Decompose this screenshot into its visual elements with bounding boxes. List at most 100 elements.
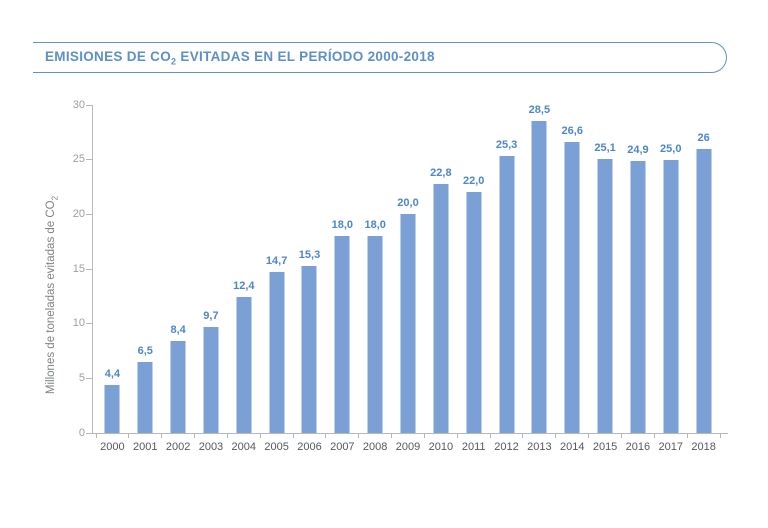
x-axis-tick xyxy=(489,434,491,438)
y-axis-tick xyxy=(86,323,92,325)
x-axis-tick xyxy=(588,434,590,438)
chart-title-banner: EMISIONES DE CO2 EVITADAS EN EL PERÍODO … xyxy=(33,42,727,73)
x-axis-tick xyxy=(686,434,688,438)
bar-value-label: 18,0 xyxy=(364,219,386,232)
y-axis-tick-label: 30 xyxy=(72,98,85,111)
y-axis-tick xyxy=(86,432,92,434)
bar-value-label: 6,5 xyxy=(137,344,153,357)
chart-title-part-after: EVITADAS EN EL PERÍODO 2000-2018 xyxy=(176,48,435,64)
y-axis-tick xyxy=(86,104,92,106)
x-axis-tick xyxy=(226,434,228,438)
x-axis-labels: 2000 2001 2002 2003 2004 2005 2006 2007 2008 2009… xyxy=(96,441,720,453)
x-axis-tick xyxy=(522,434,524,438)
plot-area xyxy=(92,105,728,434)
bar xyxy=(137,361,153,433)
x-axis-label: 2007 xyxy=(330,441,355,453)
bar-category: 26 xyxy=(687,105,720,433)
bar-category: 4,4 xyxy=(96,105,129,433)
bar-category: 18,0 xyxy=(326,105,359,433)
bar-category: 25,0 xyxy=(654,105,687,433)
x-axis-label: 2011 xyxy=(461,441,486,453)
bar xyxy=(696,148,712,433)
bar-category: 25,1 xyxy=(589,105,622,433)
x-axis-label: 2012 xyxy=(494,441,519,453)
bar-value-label: 4,4 xyxy=(104,367,121,380)
bar xyxy=(564,142,580,433)
bar xyxy=(269,272,285,433)
bar-category: 15,3 xyxy=(293,105,326,433)
bar-value-label: 25,0 xyxy=(660,142,682,155)
x-axis-label: 2003 xyxy=(198,441,224,453)
bar-value-label: 9,7 xyxy=(203,309,219,322)
bar-category: 9,7 xyxy=(195,105,228,433)
bar-value-label: 26 xyxy=(697,131,710,144)
bar-value-label: 24,9 xyxy=(627,143,649,156)
bar-category: 25,3 xyxy=(490,105,523,433)
bar-value-label: 18,0 xyxy=(331,219,354,232)
bar xyxy=(630,160,646,433)
bar-category: 6,5 xyxy=(129,105,162,433)
bar xyxy=(433,183,449,433)
x-axis-label: 2018 xyxy=(691,441,716,453)
x-axis-tick xyxy=(325,434,327,438)
bar xyxy=(531,121,547,433)
x-axis-tick xyxy=(653,434,655,438)
bar-value-label: 25,1 xyxy=(594,141,616,154)
bar xyxy=(499,156,515,433)
y-axis-tick-label: 15 xyxy=(72,262,85,275)
y-axis-tick-label: 0 xyxy=(78,426,85,439)
bar xyxy=(236,297,252,433)
x-axis-label: 2010 xyxy=(428,441,454,453)
x-axis-tick xyxy=(719,434,721,438)
bar xyxy=(334,236,350,433)
x-axis-label: 2005 xyxy=(264,441,289,453)
x-axis-label: 2016 xyxy=(625,441,651,453)
bar-value-label: 20,0 xyxy=(397,197,419,210)
bar-category: 12,4 xyxy=(227,105,260,433)
bar xyxy=(104,384,120,433)
bar-value-label: 12,4 xyxy=(233,280,255,293)
bar-value-label: 22,0 xyxy=(462,175,485,188)
bar-category: 22,8 xyxy=(424,105,457,433)
y-axis-tick-labels: 0 5 10 15 20 25 30 xyxy=(40,99,85,439)
x-axis-tick xyxy=(161,434,163,438)
bar-category: 8,4 xyxy=(162,105,195,433)
y-axis-tick-label: 25 xyxy=(72,153,85,166)
x-axis-label: 2009 xyxy=(395,441,421,453)
x-axis-tick xyxy=(555,434,557,438)
x-axis-tick xyxy=(194,434,196,438)
x-axis-label: 2017 xyxy=(658,441,683,453)
chart-title: EMISIONES DE CO2 EVITADAS EN EL PERÍODO … xyxy=(45,49,435,67)
x-axis-ticks xyxy=(95,434,721,439)
bar xyxy=(170,341,186,433)
bar xyxy=(400,214,416,433)
x-axis-tick xyxy=(620,434,622,438)
y-axis-tick-label: 10 xyxy=(72,317,85,330)
bar xyxy=(301,265,317,433)
x-axis-label: 2000 xyxy=(100,441,125,453)
y-axis-tick xyxy=(86,159,92,161)
x-axis-label: 2008 xyxy=(362,441,388,453)
x-axis-label: 2001 xyxy=(133,441,158,453)
bar-value-label: 25,3 xyxy=(495,139,518,152)
bar-value-label: 26,6 xyxy=(561,125,583,138)
x-axis-tick xyxy=(292,434,294,438)
bar xyxy=(663,159,679,433)
bar-category: 28,5 xyxy=(523,104,556,433)
bar xyxy=(597,158,613,433)
bar xyxy=(367,236,383,433)
bar-value-label: 28,5 xyxy=(528,104,551,117)
y-axis-tick-label: 20 xyxy=(72,207,85,220)
x-axis-tick xyxy=(358,434,360,438)
chart-title-part-before: EMISIONES DE CO xyxy=(45,48,172,64)
bar-category: 20,0 xyxy=(392,105,425,433)
chart-title-subscript: 2 xyxy=(171,56,177,67)
y-axis-tick-label: 5 xyxy=(78,371,85,384)
y-axis-tick xyxy=(86,377,92,379)
x-axis-tick xyxy=(95,434,97,438)
bar-category: 18,0 xyxy=(359,105,392,433)
bar-category: 24,9 xyxy=(622,105,655,433)
bar-category: 22,0 xyxy=(457,105,490,433)
x-axis-label: 2006 xyxy=(297,441,322,453)
